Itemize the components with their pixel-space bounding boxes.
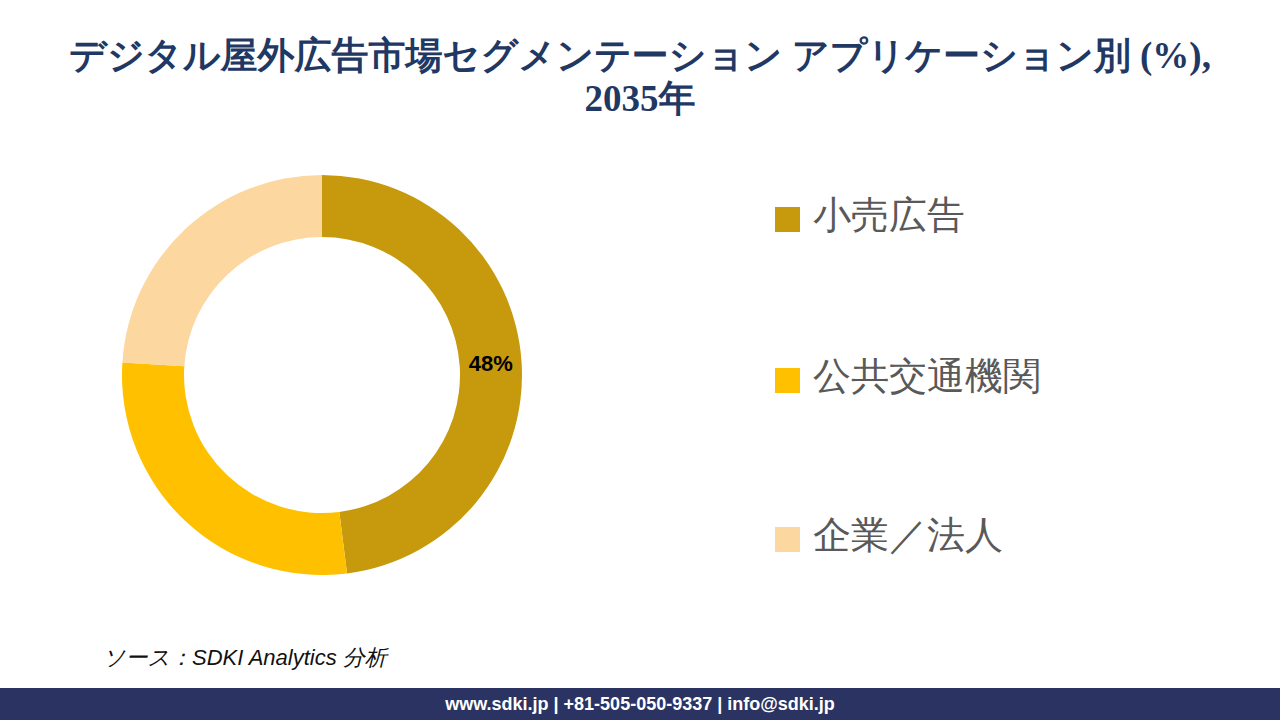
chart-title-line2: 2035年 [585, 78, 696, 119]
chart-title-line1: デジタル屋外広告市場セグメンテーション アプリケーション別 (%), [69, 35, 1211, 76]
slide: デジタル屋外広告市場セグメンテーション アプリケーション別 (%), 2035年… [0, 0, 1280, 720]
legend-item-corporate: 企業／法人 [775, 514, 1003, 564]
legend-label-corporate: 企業／法人 [813, 510, 1003, 561]
legend-item-retail: 小売広告 [775, 194, 965, 244]
legend-swatch-transit [775, 368, 800, 393]
legend-label-retail: 小売広告 [813, 190, 965, 241]
donut-data-label-0: 48% [469, 351, 513, 376]
legend-swatch-corporate [775, 527, 800, 552]
donut-segment-1 [122, 362, 347, 575]
footer-bar: www.sdki.jp | +81-505-050-9337 | info@sd… [0, 688, 1280, 720]
donut-chart: 48% [112, 165, 532, 585]
legend-item-transit: 公共交通機関 [775, 355, 1041, 405]
footer-contact-text: www.sdki.jp | +81-505-050-9337 | info@sd… [445, 694, 835, 715]
source-note: ソース：SDKI Analytics 分析 [103, 643, 387, 673]
legend-label-transit: 公共交通機関 [813, 351, 1041, 402]
chart-title: デジタル屋外広告市場セグメンテーション アプリケーション別 (%), 2035年 [0, 34, 1280, 120]
legend-swatch-retail [775, 207, 800, 232]
donut-segment-2 [122, 175, 322, 366]
